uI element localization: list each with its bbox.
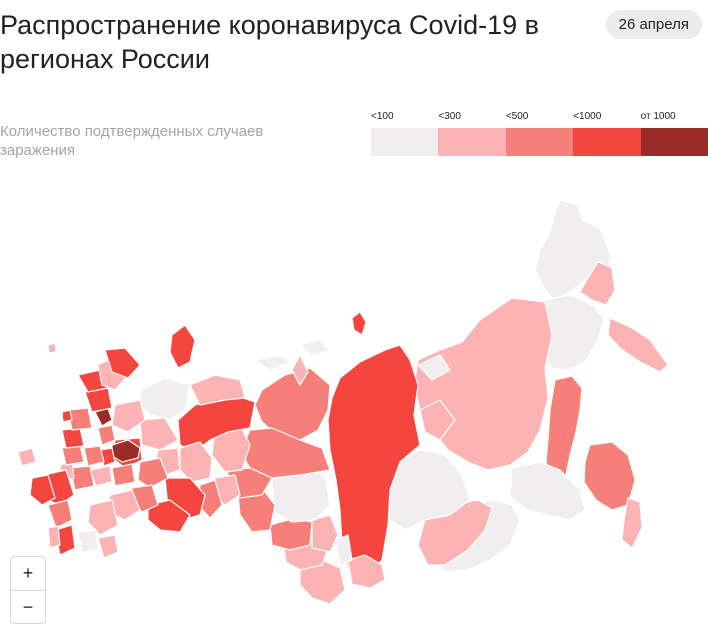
region-khabarovsk[interactable] <box>545 375 583 483</box>
region-novosibirsk[interactable] <box>269 517 313 551</box>
region-orenburg[interactable] <box>147 499 191 533</box>
region-kamchatka[interactable] <box>579 261 616 306</box>
legend-swatch <box>371 128 439 156</box>
legend-item-lt1000: <1000 <box>573 110 641 156</box>
region-altai-rep[interactable] <box>299 559 346 605</box>
region-krasnoyarsk[interactable] <box>327 344 421 579</box>
region-yamal-peninsula[interactable] <box>291 354 309 386</box>
region-tuva[interactable] <box>347 554 386 589</box>
legend-swatch <box>505 128 574 156</box>
region-kaliningrad[interactable] <box>47 342 57 354</box>
region-kemerovo[interactable] <box>311 514 339 553</box>
legend-swatch <box>438 128 506 156</box>
region-north-islands[interactable] <box>254 354 291 371</box>
region-penza[interactable] <box>111 463 136 487</box>
region-smolensk[interactable] <box>67 407 93 431</box>
legend-label: <500 <box>505 111 529 122</box>
region-khakassia[interactable] <box>335 534 353 566</box>
region-stavropol[interactable] <box>47 499 73 529</box>
region-tambov[interactable] <box>89 465 113 487</box>
region-east-coast[interactable] <box>417 354 451 381</box>
region-vologda[interactable] <box>111 399 146 433</box>
legend-subtitle: Количество подтвержденных случаев зараже… <box>0 123 264 159</box>
zoom-out-button[interactable]: − <box>11 590 45 623</box>
legend-label: <100 <box>371 111 394 122</box>
legend-label: <300 <box>438 111 461 122</box>
region-kalmykia[interactable] <box>77 529 99 553</box>
region-nenets[interactable] <box>189 374 246 406</box>
legend-item-lt300: <300 <box>438 110 506 156</box>
region-tula[interactable] <box>83 445 105 467</box>
region-crimea[interactable] <box>17 447 37 467</box>
legend-label: <1000 <box>573 111 602 122</box>
region-western-islands[interactable] <box>61 409 73 423</box>
legend-swatch <box>573 128 641 156</box>
region-kirov[interactable] <box>139 417 179 451</box>
region-amur[interactable] <box>509 461 586 521</box>
region-yakutia[interactable] <box>413 297 553 471</box>
region-volgograd[interactable] <box>87 499 119 536</box>
region-bryansk[interactable] <box>61 427 85 449</box>
page-title: Распространение коронавируса Covid-19 в … <box>0 10 539 74</box>
region-dagestan[interactable] <box>54 524 76 556</box>
legend-item-gt1000: от 1000 <box>640 110 708 156</box>
region-novaya-zemlya[interactable] <box>169 324 196 369</box>
legend-item-lt500: <500 <box>505 110 574 156</box>
region-perm[interactable] <box>179 441 213 483</box>
region-chechnya[interactable] <box>47 525 61 549</box>
russia-regions-map[interactable] <box>0 190 708 610</box>
region-arkhangelsk[interactable] <box>139 377 191 421</box>
date-badge: 26 апреля <box>605 10 702 39</box>
zoom-in-button[interactable]: + <box>22 563 34 583</box>
region-yaroslavl[interactable] <box>97 424 116 446</box>
region-arctic-islands[interactable] <box>299 339 331 357</box>
region-tomsk[interactable] <box>271 469 331 523</box>
region-tatarstan[interactable] <box>137 457 169 489</box>
region-voronezh[interactable] <box>69 465 95 491</box>
region-taymyr-north[interactable] <box>351 311 367 336</box>
region-krasnodar[interactable] <box>29 474 56 506</box>
region-sakhalin[interactable] <box>621 497 643 549</box>
region-primorye[interactable] <box>583 441 636 511</box>
legend-swatch <box>640 128 708 156</box>
region-central-siberia[interactable] <box>419 399 456 441</box>
region-kamchatka-south[interactable] <box>607 317 669 373</box>
legend: <100 <300 <500 <1000 от 1000 <box>371 110 708 156</box>
legend-item-lt100: <100 <box>371 110 439 156</box>
region-kursk[interactable] <box>61 444 85 466</box>
region-murmansk[interactable] <box>104 347 141 379</box>
region-astrakhan[interactable] <box>97 534 119 559</box>
legend-label: от 1000 <box>640 111 676 122</box>
zoom-control: + − <box>10 556 46 624</box>
